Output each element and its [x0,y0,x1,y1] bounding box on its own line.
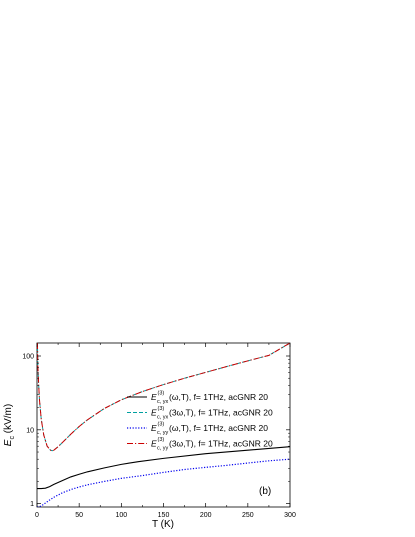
legend-label-1: (ω,T), f= 1THz, acGNR 20 [169,392,268,402]
legend-label-subscript: c, yy [157,446,169,452]
panel-annotation: (b) [259,486,271,497]
y-tick-label: 100 [22,353,34,360]
legend-label-superscript: (3) [158,406,165,412]
y-tick-label: 10 [26,427,34,434]
x-tick-label: 250 [242,512,254,519]
legend-label-4: (3ω,T), f= 1THz, acGNR 20 [169,439,273,449]
y-tick-label: 1 [30,501,34,508]
y-axis-label-subscript: c [9,436,16,440]
series-line-1 [37,446,290,490]
x-axis-label: T (K) [152,519,174,530]
legend-label-subscript: c, yx [157,399,169,405]
legend-label-symbol: E [151,423,157,433]
x-tick-label: 100 [115,512,127,519]
legend-label-subscript: c, yy [157,430,169,436]
y-axis-label: Ec (kV/m) [3,404,16,446]
y-axis-label-symbol: E [3,439,14,446]
x-tick-label: 150 [158,512,170,519]
x-tick-label: 300 [284,512,296,519]
x-tick-label: 0 [35,512,39,519]
legend-label-symbol: E [151,392,157,402]
y-axis-label-unit: (kV/m) [3,404,14,436]
legend-label-superscript: (3) [158,391,165,397]
series-line-3 [37,458,290,507]
series-line-4 [37,343,290,452]
legend-label-superscript: (3) [158,437,165,443]
legend-label-superscript: (3) [158,422,165,428]
legend-label-symbol: E [151,439,157,449]
legend-label-symbol: E [151,408,157,418]
legend-label-3: (ω,T), f= 1THz, acGNR 20 [169,423,268,433]
x-tick-label: 50 [75,512,83,519]
legend-label-subscript: c, yx [157,415,169,421]
legend-label-2: (3ω,T), f= 1THz, acGNR 20 [169,408,273,418]
x-tick-label: 200 [200,512,212,519]
